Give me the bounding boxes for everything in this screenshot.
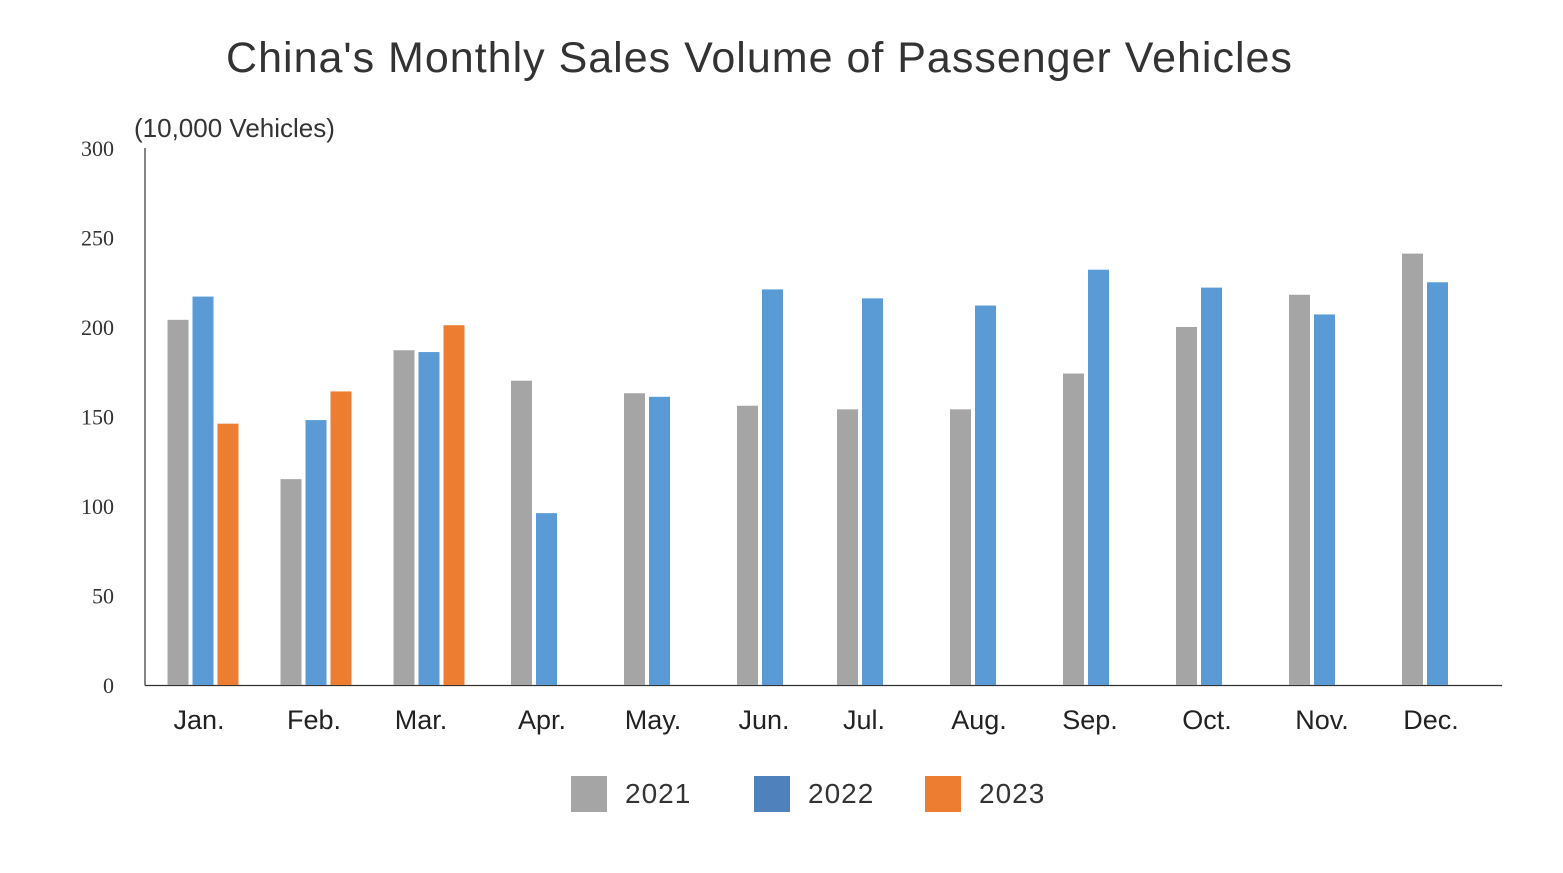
bar-2021-apr (511, 380, 532, 685)
bar-2022-jan (192, 296, 214, 685)
bar-2021-aug (950, 409, 971, 685)
x-tick-label-apr: Apr. (518, 705, 566, 735)
legend-item-2021: 2021 (571, 776, 691, 812)
legend-item-2022: 2022 (754, 776, 874, 812)
bar-2021-mar (393, 350, 415, 685)
y-tick-label-150: 150 (81, 405, 114, 430)
y-tick-label-250: 250 (81, 226, 114, 251)
bar-2022-dec (1427, 282, 1448, 685)
x-tick-label-nov: Nov. (1295, 705, 1349, 735)
bar-2022-mar (418, 352, 440, 685)
x-tick-label-dec: Dec. (1403, 705, 1459, 735)
y-tick-label-200: 200 (81, 315, 114, 340)
x-tick-label-aug: Aug. (951, 705, 1007, 735)
x-tick-label-oct: Oct. (1182, 705, 1232, 735)
bar-2021-sep (1063, 373, 1084, 685)
x-tick-label-sep: Sep. (1062, 705, 1118, 735)
legend-swatch-2021 (571, 776, 607, 812)
legend-item-2023: 2023 (925, 776, 1045, 812)
x-tick-label-mar: Mar. (395, 705, 448, 735)
bar-2021-jan (167, 319, 189, 685)
bar-2022-nov (1314, 314, 1335, 685)
legend-swatch-2023 (925, 776, 961, 812)
bar-2021-oct (1176, 327, 1197, 685)
legend-label-2021: 2021 (625, 778, 692, 809)
bar-2022-apr (536, 513, 557, 685)
bar-2021-dec (1402, 253, 1423, 686)
chart-title: China's Monthly Sales Volume of Passenge… (226, 34, 1293, 82)
bar-2021-nov (1289, 294, 1310, 685)
bar-2022-may (649, 396, 670, 685)
bar-2022-aug (975, 305, 996, 685)
legend-swatch-2022 (754, 776, 790, 812)
x-tick-label-jan: Jan. (173, 705, 224, 735)
bar-2023-mar (443, 325, 465, 685)
x-tick-label-jun: Jun. (738, 705, 789, 735)
legend-label-2023: 2023 (979, 778, 1046, 809)
bar-2021-may (624, 393, 645, 685)
y-tick-label-100: 100 (81, 494, 114, 519)
bar-2023-feb (330, 391, 352, 685)
bar-2021-jun (737, 405, 758, 685)
x-tick-label-feb: Feb. (287, 705, 341, 735)
y-tick-label-300: 300 (81, 136, 114, 161)
bar-2021-jul (837, 409, 858, 685)
y-tick-label-50: 50 (92, 584, 114, 609)
y-axis-unit-label: (10,000 Vehicles) (134, 113, 335, 143)
x-tick-label-may: May. (625, 705, 682, 735)
y-tick-label-0: 0 (103, 673, 114, 698)
bar-2023-jan (217, 423, 239, 685)
bar-2021-feb (280, 479, 302, 685)
bar-2022-sep (1088, 269, 1109, 685)
legend: 2021 2022 2023 (0, 776, 1563, 812)
legend-label-2022: 2022 (808, 778, 875, 809)
bar-2022-jun (762, 289, 783, 685)
bar-2022-oct (1201, 287, 1222, 685)
x-tick-label-jul: Jul. (843, 705, 885, 735)
bar-2022-jul (862, 298, 883, 685)
bar-2022-feb (305, 420, 327, 685)
